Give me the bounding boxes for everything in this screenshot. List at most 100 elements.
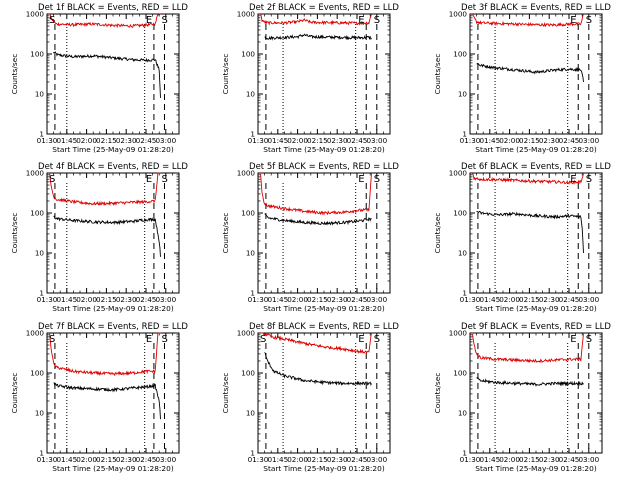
y-tick-label: 100 [30,369,44,378]
lld-series-line [472,13,584,28]
end-marker-label: E [146,15,152,26]
panel-title: Det 2f BLACK = Events, RED = LLD [249,3,399,13]
end-marker-label: E [570,334,576,345]
x-tick-label: 01:30 [460,136,481,145]
y-tick-label: 100 [453,209,467,218]
x-tick-label: 02:15 [96,295,117,304]
start-marker-label: S [260,334,266,345]
y-tick-label: 1 [462,449,467,458]
y-tick-label: 1000 [237,329,256,338]
x-tick-label: 01:45 [479,295,500,304]
x-tick-label: 01:45 [479,455,500,464]
x-tick-label: 02:00 [76,136,97,145]
stop-marker-label: S [586,174,592,185]
x-tick-label: 02:45 [347,455,368,464]
y-tick-label: 1 [39,289,44,298]
y-axis-label: Counts/sec [221,213,230,254]
end-marker-label: E [570,174,576,185]
x-tick-label: 02:00 [499,295,520,304]
y-tick-label: 1000 [449,10,468,19]
y-tick-label: 100 [241,50,255,59]
stop-marker-label: S [586,334,592,345]
y-axis-label: Counts/sec [433,373,442,414]
y-axis-label: Counts/sec [10,373,19,414]
y-axis-label: Counts/sec [10,213,19,254]
y-tick-label: 10 [35,90,45,99]
lld-series-line [49,13,161,29]
panel-title: Det 9f BLACK = Events, RED = LLD [461,322,611,332]
x-tick-label: 02:15 [519,295,540,304]
x-tick-label: 02:45 [136,295,157,304]
stop-marker-label: S [374,334,380,345]
x-tick-label: 01:30 [37,455,58,464]
stop-marker-label: S [161,334,167,345]
y-tick-label: 10 [246,249,256,258]
y-tick-label: 1 [462,289,467,298]
x-tick-label: 02:15 [307,295,328,304]
y-tick-label: 1000 [449,169,468,178]
events-series-line [476,210,584,254]
panel-title: Det 8f BLACK = Events, RED = LLD [249,322,399,332]
panel-title: Det 7f BLACK = Events, RED = LLD [38,322,188,332]
x-tick-label: 02:00 [76,455,97,464]
end-marker-label: E [358,174,364,185]
end-marker-label: E [146,174,152,185]
x-tick-label: 03:00 [578,455,599,464]
x-tick-label: 02:15 [307,455,328,464]
y-tick-label: 10 [246,409,256,418]
panel-det-1f: Det 1f BLACK = Events, RED = LLD 1 10 100 10… [10,3,188,154]
panel-title: Det 5f BLACK = Events, RED = LLD [249,162,399,172]
x-tick-label: 03:00 [366,455,387,464]
x-tick-label: 02:30 [327,136,348,145]
x-axis-label: Start Time (25-May-09 01:28:20) [263,145,385,154]
x-tick-label: 02:00 [499,455,520,464]
y-tick-label: 1 [39,449,44,458]
y-tick-label: 100 [453,50,467,59]
y-tick-label: 1000 [26,169,45,178]
y-tick-label: 1000 [26,10,45,19]
y-tick-label: 10 [246,90,256,99]
x-tick-label: 02:15 [307,136,328,145]
stop-marker-label: S [161,174,167,185]
panel-det-2f: Det 2f BLACK = Events, RED = LLD 1 10 100 10… [221,3,399,154]
panel-det-6f: Det 6f BLACK = Events, RED = LLD 1 10 100 10… [433,162,611,313]
plot-frame [46,172,180,294]
x-axis-label: Start Time (25-May-09 01:28:20) [263,304,385,313]
stop-marker-label: S [586,15,592,26]
y-tick-label: 100 [30,209,44,218]
y-tick-label: 1 [250,289,255,298]
y-tick-label: 1000 [237,10,256,19]
start-marker-label: S [49,334,55,345]
x-tick-label: 02:45 [559,455,580,464]
x-tick-label: 01:45 [56,295,77,304]
lld-series-line [472,172,584,185]
end-marker-label: E [146,334,152,345]
stop-marker-label: S [374,174,380,185]
panel-title: Det 6f BLACK = Events, RED = LLD [461,162,611,172]
start-marker-label: S [49,174,55,185]
x-tick-label: 02:00 [287,295,308,304]
x-tick-label: 03:00 [578,295,599,304]
y-axis-label: Counts/sec [433,213,442,254]
end-marker-label: E [358,334,364,345]
lld-series-line [49,172,161,207]
x-tick-label: 01:45 [479,136,500,145]
x-tick-label: 01:30 [248,136,269,145]
x-tick-label: 02:30 [116,455,137,464]
plot-frame [257,332,391,454]
y-tick-label: 10 [458,90,468,99]
x-tick-label: 01:30 [248,455,269,464]
events-series-line [53,51,161,98]
x-tick-label: 02:30 [116,295,137,304]
x-tick-label: 02:00 [76,295,97,304]
x-tick-label: 02:45 [136,455,157,464]
panel-title: Det 3f BLACK = Events, RED = LLD [461,3,611,13]
x-tick-label: 03:00 [366,295,387,304]
y-tick-label: 1 [462,130,467,139]
y-axis-label: Counts/sec [221,54,230,95]
y-axis-label: Counts/sec [10,54,19,95]
x-tick-label: 02:15 [519,136,540,145]
y-tick-label: 1000 [237,169,256,178]
events-series-line [264,352,372,386]
x-tick-label: 03:00 [155,455,176,464]
